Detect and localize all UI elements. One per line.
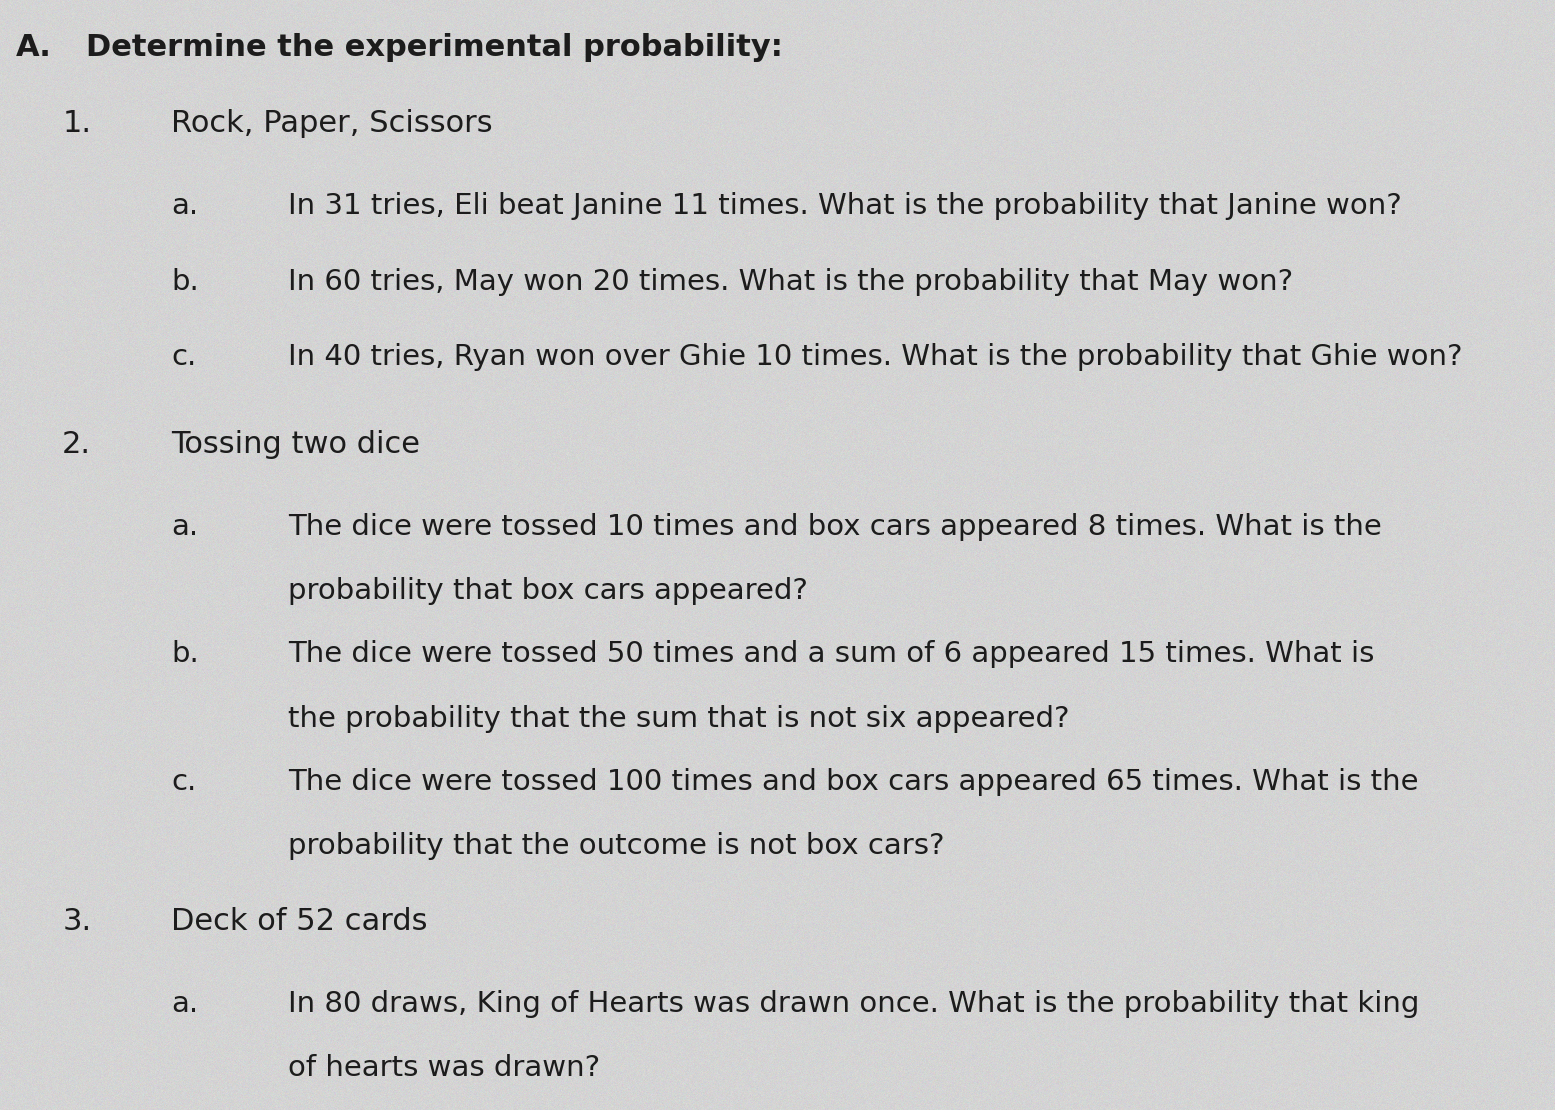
Text: c.: c. bbox=[171, 768, 196, 796]
Text: A.: A. bbox=[16, 33, 51, 62]
Text: a.: a. bbox=[171, 513, 197, 541]
Text: 3.: 3. bbox=[62, 907, 92, 936]
Text: probability that box cars appeared?: probability that box cars appeared? bbox=[288, 577, 807, 605]
Text: The dice were tossed 100 times and box cars appeared 65 times. What is the: The dice were tossed 100 times and box c… bbox=[288, 768, 1418, 796]
Text: 1.: 1. bbox=[62, 109, 92, 138]
Text: In 40 tries, Ryan won over Ghie 10 times. What is the probability that Ghie won?: In 40 tries, Ryan won over Ghie 10 times… bbox=[288, 343, 1462, 371]
Text: Tossing two dice: Tossing two dice bbox=[171, 430, 420, 458]
Text: The dice were tossed 50 times and a sum of 6 appeared 15 times. What is: The dice were tossed 50 times and a sum … bbox=[288, 640, 1375, 668]
Text: c.: c. bbox=[171, 343, 196, 371]
Text: probability that the outcome is not box cars?: probability that the outcome is not box … bbox=[288, 832, 944, 860]
Text: a.: a. bbox=[171, 192, 197, 220]
Text: In 80 draws, King of Hearts was drawn once. What is the probability that king: In 80 draws, King of Hearts was drawn on… bbox=[288, 990, 1420, 1018]
Text: The dice were tossed 10 times and box cars appeared 8 times. What is the: The dice were tossed 10 times and box ca… bbox=[288, 513, 1381, 541]
Text: In 31 tries, Eli beat Janine 11 times. What is the probability that Janine won?: In 31 tries, Eli beat Janine 11 times. W… bbox=[288, 192, 1401, 220]
Text: 2.: 2. bbox=[62, 430, 92, 458]
Text: Determine the experimental probability:: Determine the experimental probability: bbox=[86, 33, 782, 62]
Text: of hearts was drawn?: of hearts was drawn? bbox=[288, 1054, 600, 1082]
Text: Rock, Paper, Scissors: Rock, Paper, Scissors bbox=[171, 109, 493, 138]
Text: b.: b. bbox=[171, 268, 199, 295]
Text: In 60 tries, May won 20 times. What is the probability that May won?: In 60 tries, May won 20 times. What is t… bbox=[288, 268, 1292, 295]
Text: Deck of 52 cards: Deck of 52 cards bbox=[171, 907, 428, 936]
Text: the probability that the sum that is not six appeared?: the probability that the sum that is not… bbox=[288, 705, 1070, 733]
Text: a.: a. bbox=[171, 990, 197, 1018]
Text: b.: b. bbox=[171, 640, 199, 668]
